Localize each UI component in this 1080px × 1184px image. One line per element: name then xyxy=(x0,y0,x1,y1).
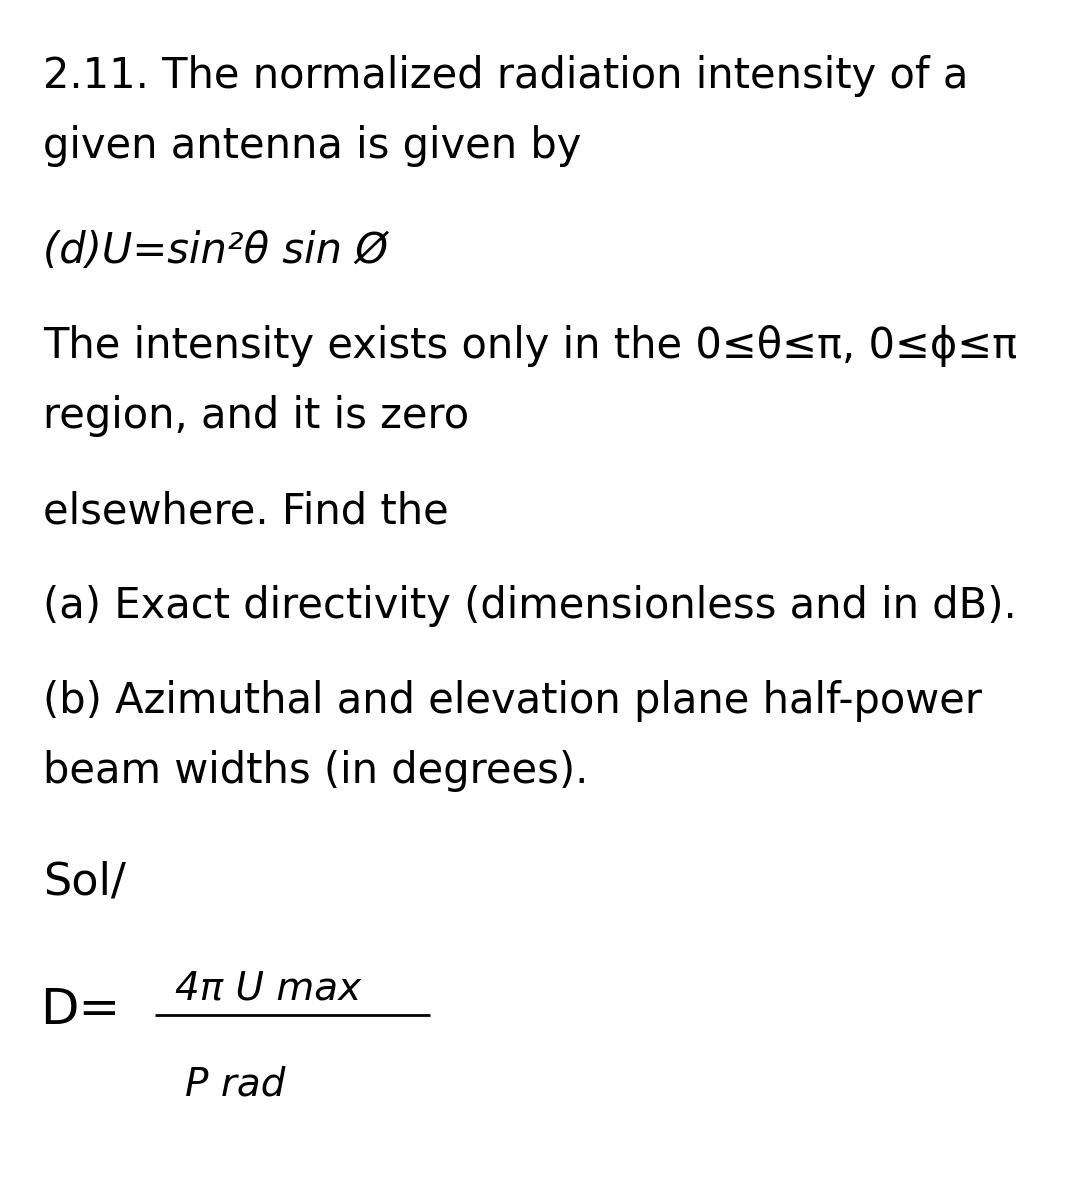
Text: (a) Exact directivity (dimensionless and in dB).: (a) Exact directivity (dimensionless and… xyxy=(43,585,1017,628)
Text: beam widths (in degrees).: beam widths (in degrees). xyxy=(43,749,589,792)
Text: D=: D= xyxy=(40,986,120,1034)
Text: region, and it is zero: region, and it is zero xyxy=(43,395,470,437)
Text: Sol/: Sol/ xyxy=(43,860,126,903)
Text: P rad: P rad xyxy=(185,1064,285,1103)
Text: The intensity exists only in the 0≤θ≤π, 0≤ϕ≤π: The intensity exists only in the 0≤θ≤π, … xyxy=(43,324,1017,367)
Text: 4π U max: 4π U max xyxy=(175,970,361,1008)
Text: given antenna is given by: given antenna is given by xyxy=(43,126,581,167)
Text: (b) Azimuthal and elevation plane half-power: (b) Azimuthal and elevation plane half-p… xyxy=(43,680,982,722)
Text: elsewhere. Find the: elsewhere. Find the xyxy=(43,490,449,532)
Text: (d)U=sin²θ sin Ø: (d)U=sin²θ sin Ø xyxy=(43,230,388,272)
Text: 2.11. The normalized radiation intensity of a: 2.11. The normalized radiation intensity… xyxy=(43,54,969,97)
